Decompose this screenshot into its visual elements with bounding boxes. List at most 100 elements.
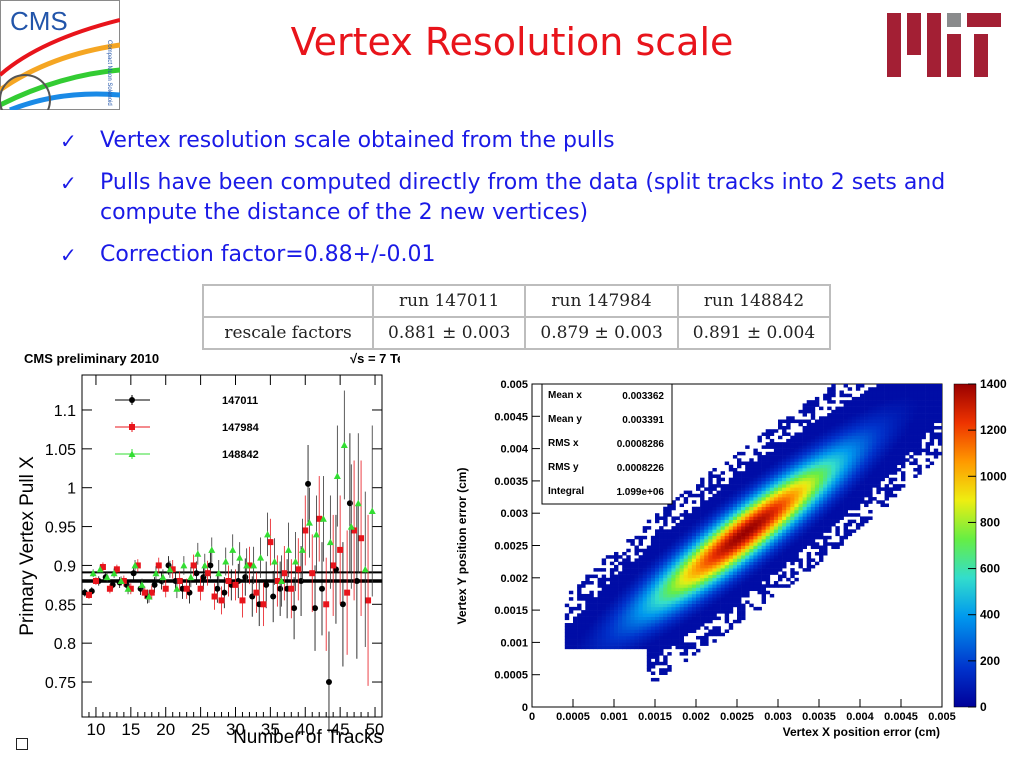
heatmap-cell (642, 619, 648, 624)
heatmap-cell (794, 558, 799, 562)
heatmap-cell (892, 419, 898, 424)
heatmap-cell (614, 564, 619, 569)
heatmap-cell (696, 593, 701, 598)
heatmap-cell (671, 519, 676, 524)
heatmap-cell (708, 539, 713, 543)
heatmap-cell (675, 535, 680, 540)
heatmap-cell (732, 587, 738, 592)
heatmap-cell (696, 526, 701, 530)
heatmap-cell (794, 548, 799, 553)
heatmap-cell (913, 448, 918, 453)
heatmap-cell (618, 584, 623, 588)
heatmap-cell (568, 639, 574, 643)
heatmap-cell (798, 464, 803, 469)
heatmap-cell (585, 603, 590, 608)
heatmap-cell (765, 464, 771, 469)
heatmap-cell (868, 474, 873, 478)
heatmap-cell (679, 542, 684, 546)
y-tick-label: 0.85 (45, 597, 76, 614)
heatmap-cell (630, 600, 635, 604)
heatmap-cell (819, 548, 824, 553)
heatmap-cell (884, 425, 889, 430)
heatmap-cell (814, 551, 820, 556)
heatmap-cell (757, 480, 762, 485)
heatmap-cell (778, 564, 783, 569)
heatmap-cell (650, 539, 656, 543)
heatmap-cell (704, 516, 709, 520)
heatmap-cell (732, 539, 738, 543)
heatmap-cell (724, 509, 730, 514)
heatmap-cell (585, 626, 590, 630)
heatmap-cell (765, 568, 771, 572)
data-point (218, 597, 225, 604)
heatmap-cell (851, 458, 857, 462)
heatmap-cell (806, 438, 812, 443)
heatmap-cell (663, 584, 668, 588)
heatmap-cell (819, 519, 824, 524)
heatmap-cell (577, 593, 582, 598)
heatmap-cell (720, 484, 725, 488)
heatmap-cell (769, 497, 775, 501)
heatmap-cell (728, 555, 734, 559)
heatmap-cell (646, 606, 652, 611)
heatmap-cell (741, 561, 746, 566)
heatmap-cell (704, 503, 709, 508)
heatmap-cell (782, 461, 787, 466)
heatmap-cell (745, 532, 750, 537)
heatmap-cell (814, 422, 820, 427)
heatmap-cell (597, 616, 602, 621)
heatmap-cell (827, 506, 832, 511)
heatmap-cell (769, 445, 775, 449)
heatmap-cell (749, 493, 754, 498)
heatmap-cell (864, 451, 869, 456)
y-tick-label: 0.003 (500, 508, 528, 520)
heatmap-cell (663, 606, 668, 611)
heatmap-cell (655, 677, 660, 682)
heatmap-cell (929, 396, 935, 401)
data-point (148, 589, 155, 596)
heatmap-cell (937, 400, 942, 404)
heatmap-cell (749, 509, 754, 514)
heatmap-cell (888, 438, 894, 443)
heatmap-cell (687, 568, 693, 572)
heatmap-cell (888, 384, 894, 388)
heatmap-cell (708, 590, 713, 595)
heatmap-cell (773, 467, 779, 472)
heatmap-cell (786, 484, 791, 488)
heatmap-cell (642, 603, 648, 608)
heatmap-cell (593, 603, 598, 608)
heatmap-cell (860, 461, 865, 466)
heatmap-cell (696, 603, 701, 608)
heatmap-cell (696, 590, 701, 595)
heatmap-cell (745, 471, 750, 475)
heatmap-cell (888, 406, 894, 411)
heatmap-cell (679, 606, 684, 611)
heatmap-cell (691, 587, 697, 592)
heatmap-cell (819, 529, 824, 533)
heatmap-cell (806, 458, 812, 462)
heatmap-cell (778, 425, 783, 430)
heatmap-cell (847, 513, 853, 517)
heatmap-cell (732, 480, 738, 485)
heatmap-cell (642, 548, 648, 553)
heatmap-cell (655, 516, 660, 520)
heatmap-cell (909, 435, 914, 440)
heatmap-cell (581, 597, 586, 601)
heatmap-cell (876, 413, 881, 417)
heatmap-cell (806, 516, 812, 520)
heatmap-cell (667, 581, 672, 585)
heatmap-cell (839, 509, 844, 514)
heatmap-cell (691, 519, 697, 524)
heatmap-cell (843, 503, 848, 508)
data-point (253, 589, 260, 596)
heatmap-cell (901, 400, 906, 404)
heatmap-cell (913, 442, 918, 446)
heatmap-cell (634, 616, 639, 621)
heatmap-cell (933, 425, 939, 430)
heatmap-cell (597, 568, 602, 572)
heatmap-cell (650, 645, 656, 650)
heatmap-cell (892, 451, 898, 456)
heatmap-cell (823, 500, 828, 504)
heatmap-cell (732, 529, 738, 533)
heatmap-cell (872, 448, 877, 453)
